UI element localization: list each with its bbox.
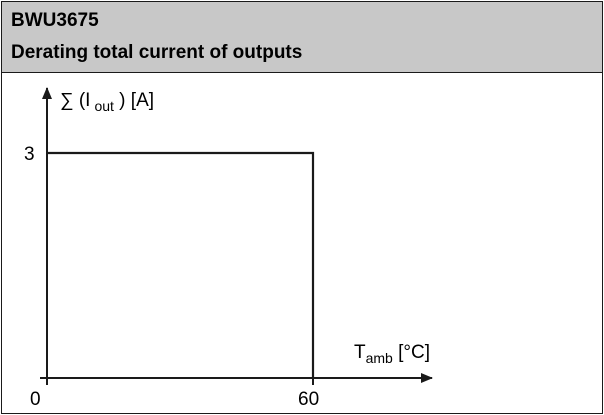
chart-title: Derating total current of outputs	[11, 42, 303, 63]
model-name: BWU3675	[11, 10, 99, 31]
series-derating-line	[47, 151, 315, 378]
x-tick-label-60: 60	[298, 389, 319, 410]
x-axis-label: Tamb [°C]	[354, 342, 430, 366]
header-bar: BWU3675 Derating total current of output…	[2, 2, 602, 73]
y-tick-label-3: 3	[24, 144, 35, 165]
y-axis-label: ∑ (I out ) [A]	[60, 90, 154, 114]
x-tick-label-0: 0	[30, 389, 41, 410]
